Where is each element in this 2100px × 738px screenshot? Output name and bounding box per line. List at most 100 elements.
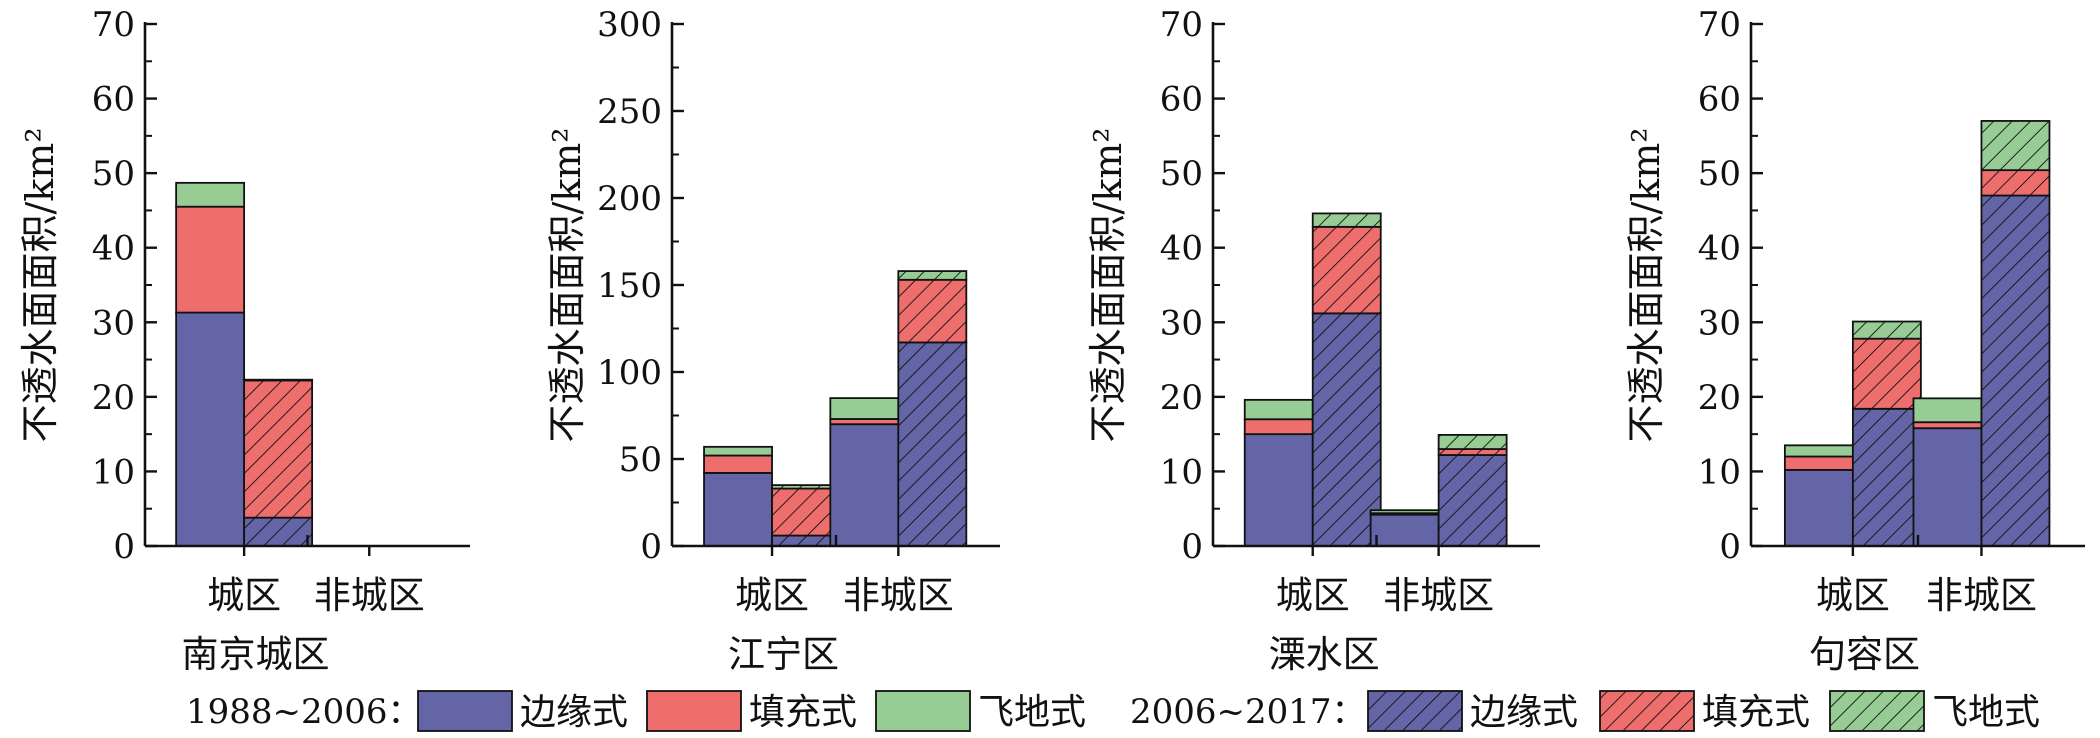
legend-swatch-hatched-infill: [1599, 690, 1695, 732]
bar-3-cat1-1988~2006-enclave: [1243, 398, 1314, 421]
bar-2-cat1-1988~2006-infill: [703, 454, 773, 474]
x-category-label: 非城区: [314, 574, 425, 617]
legend-label: 边缘式: [1470, 692, 1578, 733]
bar-2-cat1-1988~2006-enclave: [703, 445, 773, 457]
panel-title: 句容区: [1809, 633, 1920, 676]
bar-2-cat1-2006~2017-infill: [771, 487, 841, 537]
y-tick-label: 30: [1160, 303, 1203, 343]
y-tick-label: 0: [1181, 527, 1203, 567]
y-tick-label: 20: [92, 378, 135, 418]
bar-3-cat2-2006~2017-edge: [1437, 454, 1508, 547]
y-tick-label: 40: [1698, 229, 1741, 269]
bar-3-cat1-1988~2006-infill: [1243, 418, 1314, 436]
y-tick-label: 50: [92, 154, 135, 194]
bar-4-cat1-1988~2006-enclave: [1783, 444, 1854, 458]
y-tick-label: 50: [619, 440, 662, 480]
y-tick-label: 20: [1698, 378, 1741, 418]
x-category-label: 城区: [1816, 574, 1890, 617]
bar-4-cat1-1988~2006-edge: [1783, 469, 1854, 547]
legend-period-label-1988-2006: 1988~2006：: [186, 692, 422, 732]
bar-3-cat2-1988~2006-edge: [1369, 513, 1440, 547]
y-tick-label: 250: [597, 92, 662, 132]
y-axis-label: 不透水面面积/km²: [1624, 127, 1668, 442]
bar-1-cat1-2006~2017-edge: [243, 516, 314, 547]
bar-4-cat1-2006~2017-edge: [1851, 407, 1922, 547]
y-tick-label: 200: [597, 179, 662, 219]
bar-4-cat2-2006~2017-infill: [1980, 169, 2051, 197]
legend-swatch-hatched-edge: [1367, 690, 1463, 732]
panel-title: 南京城区: [182, 633, 330, 676]
bar-1-cat1-2006~2017-infill: [243, 379, 314, 519]
y-tick-label: 50: [1160, 154, 1203, 194]
y-tick-label: 60: [92, 80, 135, 120]
bar-2-cat2-1988~2006-enclave: [829, 397, 900, 420]
bar-4-cat2-1988~2006-enclave: [1912, 397, 1983, 424]
bar-4-cat2-2006~2017-enclave: [1980, 120, 2051, 172]
x-category-label: 非城区: [1383, 574, 1494, 617]
y-tick-label: 20: [1160, 378, 1203, 418]
bar-3-cat1-1988~2006-edge: [1243, 433, 1314, 547]
y-tick-label: 300: [597, 5, 662, 45]
bar-2-cat1-1988~2006-edge: [703, 472, 773, 547]
bar-4-cat2-1988~2006-edge: [1912, 427, 1983, 547]
panel-title: 江宁区: [728, 633, 839, 676]
legend-swatch-solid-enclave: [875, 690, 971, 732]
x-category-label: 非城区: [843, 574, 954, 617]
y-tick-label: 60: [1698, 80, 1741, 120]
bar-3-cat1-2006~2017-enclave: [1311, 212, 1382, 228]
legend-period-label-2006-2017: 2006~2017：: [1130, 692, 1366, 732]
bar-4-cat1-2006~2017-enclave: [1851, 320, 1922, 340]
bar-4-cat1-2006~2017-infill: [1851, 337, 1922, 410]
legend-swatch-hatched-enclave: [1829, 690, 1925, 732]
bar-1-cat1-1988~2006-enclave: [175, 181, 246, 208]
bar-2-cat2-2006~2017-enclave: [897, 270, 968, 281]
y-tick-label: 30: [92, 303, 135, 343]
legend-swatch-solid-infill: [646, 690, 742, 732]
bar-4-cat1-1988~2006-infill: [1783, 455, 1854, 471]
y-tick-label: 100: [597, 353, 662, 393]
bar-4-cat2-2006~2017-edge: [1980, 194, 2051, 547]
legend-label: 填充式: [1702, 692, 1810, 733]
legend-label: 边缘式: [520, 692, 628, 733]
legend: 1988~2006： 2006~2017： 边缘式 边缘式 填充式 填充式 飞地式 飞地式: [186, 690, 2040, 733]
bar-3-cat2-2006~2017-enclave: [1437, 433, 1508, 450]
y-axis-label: 不透水面面积/km²: [1086, 127, 1130, 442]
bar-1-cat1-1988~2006-infill: [175, 205, 246, 314]
bar-3-cat1-2006~2017-edge: [1311, 312, 1382, 547]
bar-2-cat2-1988~2006-edge: [829, 423, 900, 547]
x-category-label: 非城区: [1926, 574, 2037, 617]
y-tick-label: 10: [1160, 452, 1203, 492]
y-axis-label: 不透水面面积/km²: [545, 127, 589, 442]
x-category-label: 城区: [735, 574, 809, 617]
legend-swatch-solid-edge: [417, 690, 513, 732]
y-tick-label: 0: [640, 527, 662, 567]
x-category-label: 城区: [207, 574, 281, 617]
bar-2-cat2-2006~2017-infill: [897, 278, 968, 344]
bar-3-cat2-1988~2006-enclave: [1369, 509, 1440, 515]
bar-1-cat1-1988~2006-edge: [175, 311, 246, 547]
bar-1-cat1-2006~2017-enclave: [243, 378, 314, 382]
legend-label: 飞地式: [978, 692, 1086, 733]
y-tick-label: 70: [1698, 5, 1741, 45]
bar-3-cat1-2006~2017-infill: [1311, 225, 1382, 315]
y-tick-label: 30: [1698, 303, 1741, 343]
bar-2-cat2-2006~2017-edge: [897, 341, 968, 547]
x-category-label: 城区: [1276, 574, 1350, 617]
y-tick-label: 0: [1719, 527, 1741, 567]
y-tick-label: 10: [92, 452, 135, 492]
legend-label: 填充式: [749, 692, 857, 733]
y-tick-label: 70: [1160, 5, 1203, 45]
y-tick-label: 40: [1160, 229, 1203, 269]
y-axis-label: 不透水面面积/km²: [18, 127, 62, 442]
y-tick-label: 0: [113, 527, 135, 567]
legend-label: 飞地式: [1932, 692, 2040, 733]
y-tick-label: 70: [92, 5, 135, 45]
y-tick-label: 50: [1698, 154, 1741, 194]
y-tick-label: 150: [597, 266, 662, 306]
y-tick-label: 40: [92, 229, 135, 269]
